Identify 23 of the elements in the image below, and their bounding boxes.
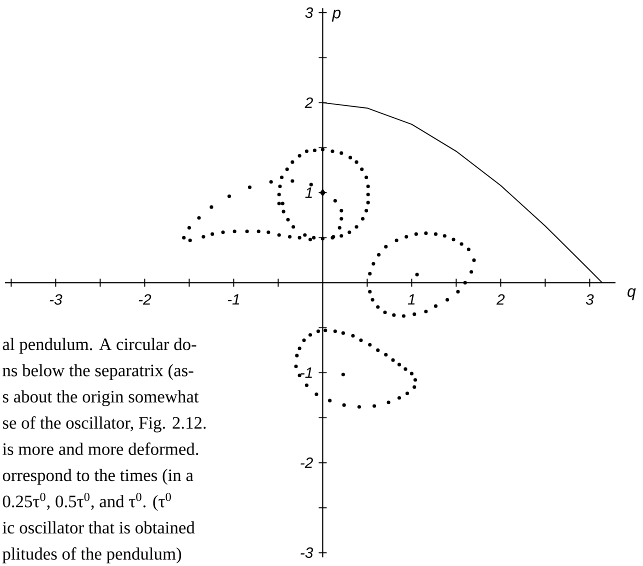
y-tick-label: -3	[300, 547, 314, 558]
x-tick-label: 1	[408, 294, 415, 304]
y-tick-label: -1	[300, 368, 312, 378]
annotation: is more and more deformed.	[2, 442, 198, 456]
x-tick-label: 2	[496, 294, 505, 305]
x-tick-label: -3	[50, 294, 62, 305]
annotation: s about the origin somewhat	[2, 390, 199, 406]
y-tick-label: -2	[300, 457, 313, 468]
annotation: al pendulum. A circular do-	[2, 338, 196, 354]
y-axis-title: p	[332, 10, 341, 22]
x-tick-label: 3	[586, 294, 594, 305]
y-tick-label: 1	[305, 188, 312, 198]
x-axis-title: q	[628, 288, 636, 300]
annotation: 0.25τ$^{0}$, 0.5τ$^{0}$, and τ$^{0}$. (τ$^{0}$	[2, 492, 171, 511]
annotation: orrespond to the times (in a	[2, 468, 194, 485]
annotation: ic oscillator that is obtained	[2, 521, 195, 534]
x-tick-label: -2	[138, 294, 152, 305]
x-tick-label: -1	[228, 294, 240, 304]
annotation: se of the oscillator, Fig. 2.12.	[2, 416, 206, 432]
annotation: ns below the separatrix (as-	[2, 364, 194, 380]
annotation: plitudes of the pendulum)	[2, 547, 182, 564]
y-tick-label: 2	[304, 97, 313, 108]
y-tick-label: 3	[305, 7, 314, 18]
